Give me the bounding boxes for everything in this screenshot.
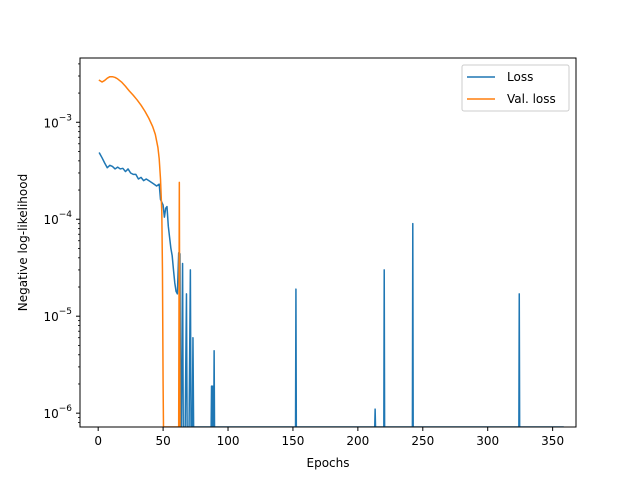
y-tick-label: 10−4 (43, 210, 72, 227)
legend-label-val-loss: Val. loss (507, 92, 556, 106)
y-tick-label: 10−3 (43, 113, 72, 130)
legend: Loss Val. loss (461, 64, 570, 112)
legend-label-loss: Loss (507, 70, 533, 84)
x-tick-label: 100 (217, 434, 240, 448)
x-axis-label: Epochs (307, 456, 350, 470)
x-tick-label: 50 (155, 434, 170, 448)
y-tick-label: 10−6 (43, 404, 72, 421)
x-tick-label: 150 (281, 434, 304, 448)
x-tick-label: 250 (411, 434, 434, 448)
y-tick-label: 10−5 (43, 307, 72, 324)
plot-area (98, 75, 564, 427)
x-tick-label: 350 (541, 434, 564, 448)
x-tick-label: 200 (346, 434, 369, 448)
y-axis-ticks: 10−6 10−5 10−4 10−3 (43, 63, 80, 423)
axes-frame (79, 57, 577, 428)
x-tick-label: 0 (94, 434, 102, 448)
x-tick-label: 300 (476, 434, 499, 448)
x-axis-ticks: 0 50 100 150 200 250 300 350 (94, 427, 564, 448)
series-line-val-loss (98, 75, 181, 427)
y-axis-label: Negative log-likelihood (16, 174, 30, 311)
